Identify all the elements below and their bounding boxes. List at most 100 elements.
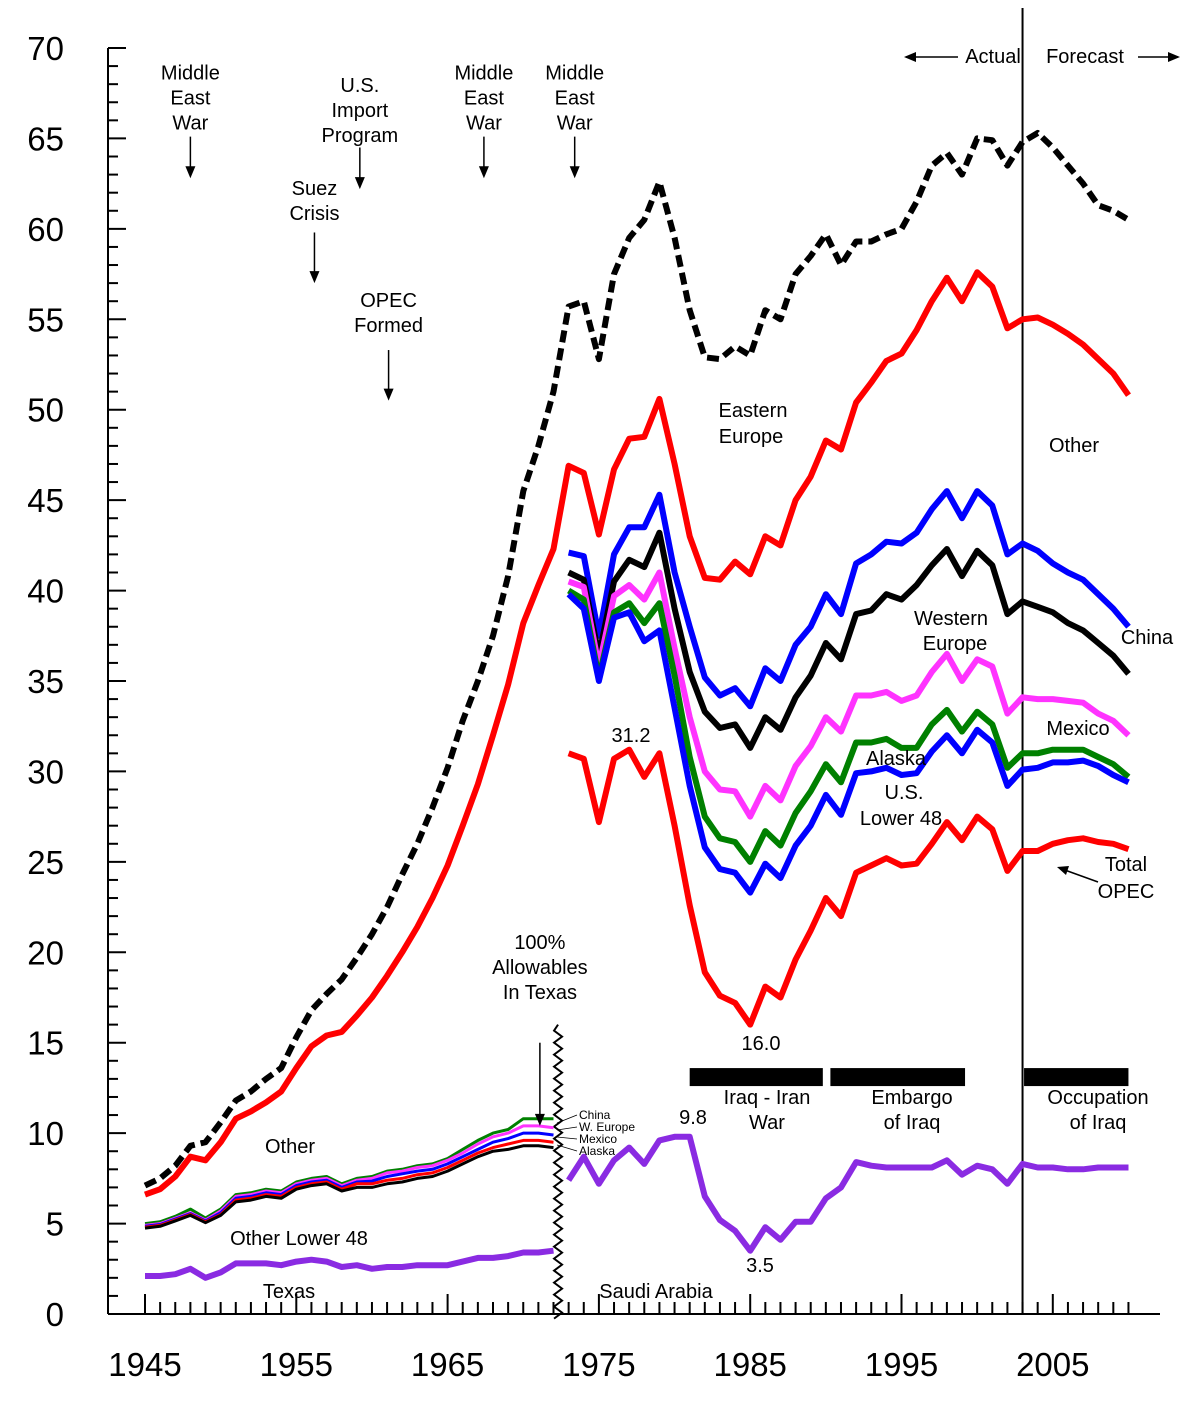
series-eastern-europe bbox=[143, 269, 1131, 1198]
value-16-0: 16.0 bbox=[742, 1033, 781, 1055]
x-tick-label-1965: 1965 bbox=[411, 1346, 484, 1383]
total-opec-arrowhead bbox=[1057, 866, 1069, 875]
mew2-arrowhead bbox=[478, 166, 489, 179]
suez-label-0: Suez bbox=[292, 178, 338, 200]
iraq-iran-war-bar bbox=[689, 1068, 823, 1087]
usimport-label-1: Import bbox=[332, 100, 389, 122]
texas-label: Texas bbox=[263, 1281, 315, 1303]
small-weurope-leader bbox=[556, 1126, 578, 1131]
actual-label: Actual bbox=[965, 46, 1021, 68]
y-tick-label-50: 50 bbox=[27, 392, 64, 429]
series-mexico bbox=[567, 569, 1131, 820]
total-opec-label-2: OPEC bbox=[1098, 881, 1155, 903]
usimport-label-0: U.S. bbox=[340, 75, 379, 97]
allowables-label-1: Allowables bbox=[492, 957, 588, 979]
opec-label-0: OPEC bbox=[360, 290, 417, 312]
small-weurope-label: W. Europe bbox=[579, 1120, 635, 1134]
small-china-label: China bbox=[579, 1108, 611, 1122]
y-tick-label-45: 45 bbox=[27, 482, 64, 519]
western-europe-label-2: Europe bbox=[923, 633, 988, 655]
y-tick-label-60: 60 bbox=[27, 211, 64, 248]
iraq-iran-war-label: Iraq - Iran bbox=[724, 1087, 811, 1109]
forecast-label: Forecast bbox=[1046, 46, 1124, 68]
series-pre-china bbox=[144, 1117, 554, 1226]
x-tick-label-1945: 1945 bbox=[108, 1346, 181, 1383]
allowables-label-2: In Texas bbox=[503, 982, 577, 1004]
x-tick-label-2005: 2005 bbox=[1016, 1346, 1089, 1383]
alaska-label: Alaska bbox=[866, 748, 927, 770]
mew2-label-0: Middle bbox=[454, 62, 513, 84]
other-left-label: Other bbox=[265, 1136, 315, 1158]
y-tick-label-10: 10 bbox=[27, 1115, 64, 1152]
mew2-label-1: East bbox=[464, 87, 504, 109]
mew3-label-2: War bbox=[557, 112, 593, 134]
mew1-label-1: East bbox=[170, 87, 210, 109]
mew2-label-2: War bbox=[466, 112, 502, 134]
event-annotations: Middle East War U.S. Import Program Middle East… bbox=[161, 62, 604, 1126]
other-lower-48-label: Other Lower 48 bbox=[230, 1228, 368, 1250]
y-tick-label-25: 25 bbox=[27, 844, 64, 881]
western-europe-label: Western bbox=[914, 608, 988, 630]
axes: 0 5 10 15 20 25 30 35 40 45 50 55 60 65 70 1945 1955 1965… bbox=[27, 8, 1160, 1383]
series-total bbox=[143, 130, 1131, 1189]
occupation-of-iraq-bar bbox=[1024, 1068, 1129, 1087]
y-tick-label-30: 30 bbox=[27, 753, 64, 790]
y-tick-label-65: 65 bbox=[27, 120, 64, 157]
x-tick-label-1995: 1995 bbox=[865, 1346, 938, 1383]
y-tick-label-40: 40 bbox=[27, 573, 64, 610]
series-pre-lower48 bbox=[144, 1144, 554, 1230]
allowables-arrowhead bbox=[534, 1113, 545, 1126]
series-lines bbox=[143, 130, 1131, 1281]
embargo-of-iraq-label: Embargo bbox=[871, 1087, 952, 1109]
small-china-leader bbox=[556, 1114, 578, 1124]
embargo-of-iraq-label-2: of Iraq bbox=[884, 1112, 941, 1134]
mew1-label-2: War bbox=[172, 112, 208, 134]
small-mexico-leader bbox=[556, 1136, 578, 1140]
allowables-label-0: 100% bbox=[514, 932, 565, 954]
eastern-europe-label: Eastern bbox=[719, 400, 788, 422]
x-tick-label-1985: 1985 bbox=[713, 1346, 786, 1383]
total-opec-label: Total bbox=[1105, 854, 1147, 876]
iraq-iran-war-label-2: War bbox=[749, 1112, 785, 1134]
y-tick-label-55: 55 bbox=[27, 301, 64, 338]
mew1-arrowhead bbox=[185, 166, 196, 179]
value-3-5: 3.5 bbox=[746, 1255, 774, 1277]
suez-arrowhead bbox=[309, 271, 320, 284]
china-label: China bbox=[1121, 627, 1174, 649]
occupation-of-iraq-label: Occupation bbox=[1047, 1087, 1148, 1109]
occupation-of-iraq-label-2: of Iraq bbox=[1070, 1112, 1127, 1134]
y-tick-label-5: 5 bbox=[46, 1206, 64, 1243]
series-texas bbox=[145, 1247, 554, 1281]
texas-divider bbox=[552, 1024, 564, 1320]
other-right-label: Other bbox=[1049, 435, 1099, 457]
x-tick-label-1955: 1955 bbox=[260, 1346, 333, 1383]
usimport-label-2: Program bbox=[321, 125, 398, 147]
series-saudi-arabia bbox=[566, 1133, 1129, 1254]
y-tick-label-35: 35 bbox=[27, 663, 64, 700]
value-9-8: 9.8 bbox=[679, 1107, 707, 1129]
value-31-2: 31.2 bbox=[612, 725, 651, 747]
saudi-arabia-label: Saudi Arabia bbox=[599, 1281, 713, 1303]
small-alaska-label: Alaska bbox=[579, 1144, 615, 1158]
y-tick-label-15: 15 bbox=[27, 1025, 64, 1062]
series-china bbox=[567, 488, 1131, 710]
eastern-europe-label-2: Europe bbox=[719, 426, 784, 448]
y-tick-label-20: 20 bbox=[27, 934, 64, 971]
mew3-label-1: East bbox=[555, 87, 595, 109]
us-lower-48-label-2: Lower 48 bbox=[860, 808, 942, 830]
annotations: Actual Forecast Eastern Europe Other Wes… bbox=[230, 46, 1174, 1303]
mew3-label-0: Middle bbox=[545, 62, 604, 84]
us-lower-48-label: U.S. bbox=[885, 782, 924, 804]
event-bars bbox=[689, 1068, 1129, 1087]
total-opec-leader bbox=[1061, 868, 1099, 883]
mew1-label-0: Middle bbox=[161, 62, 220, 84]
mew3-arrowhead bbox=[569, 166, 580, 179]
y-tick-label-70: 70 bbox=[27, 30, 64, 67]
usimport-arrowhead bbox=[354, 177, 365, 190]
suez-label-1: Crisis bbox=[289, 203, 339, 225]
opec-label-1: Formed bbox=[354, 315, 423, 337]
series-western-europe bbox=[567, 529, 1131, 751]
small-alaska-leader bbox=[556, 1144, 578, 1152]
opec-arrowhead bbox=[383, 388, 394, 401]
